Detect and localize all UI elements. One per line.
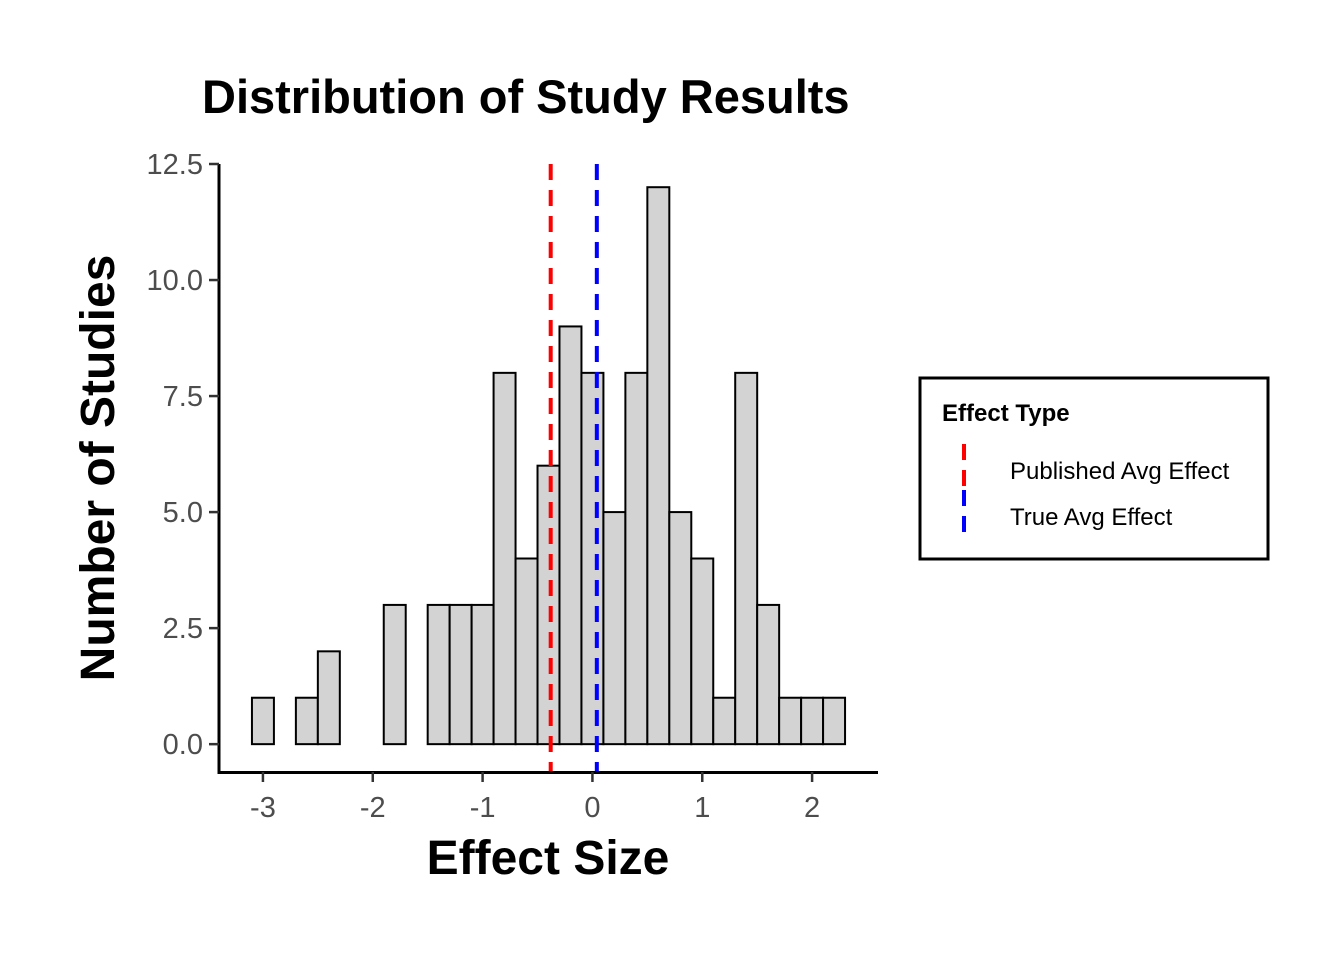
histogram-bar bbox=[646, 186, 671, 746]
histogram-bar bbox=[492, 371, 517, 746]
x-tick-label: -3 bbox=[250, 792, 276, 824]
histogram-bar bbox=[558, 325, 583, 746]
histogram-bar bbox=[778, 696, 803, 746]
legend-title: Effect Type bbox=[942, 400, 1070, 427]
histogram-bar bbox=[734, 371, 759, 746]
histogram-bar bbox=[756, 603, 781, 746]
histogram-bar bbox=[316, 650, 341, 746]
histogram-bar bbox=[470, 603, 495, 746]
histogram-bar bbox=[514, 557, 539, 746]
y-tick-label: 12.5 bbox=[147, 149, 203, 181]
histogram-bar bbox=[426, 603, 451, 746]
x-tick-label: -2 bbox=[360, 792, 386, 824]
y-tick-label: 10.0 bbox=[147, 265, 203, 297]
histogram-bar bbox=[536, 464, 561, 746]
x-tick-label: 2 bbox=[804, 792, 820, 824]
histogram-bar bbox=[382, 603, 407, 746]
y-tick-label: 2.5 bbox=[163, 613, 203, 645]
bars-group bbox=[250, 186, 847, 746]
y-tick-label: 7.5 bbox=[163, 381, 203, 413]
legend: Effect Type Published Avg Effect True Avg… bbox=[918, 376, 1270, 561]
x-tick-label: -1 bbox=[470, 792, 496, 824]
legend-label: Published Avg Effect bbox=[1010, 458, 1230, 485]
histogram-bar bbox=[580, 371, 605, 746]
y-tick-label: 0.0 bbox=[163, 729, 203, 761]
histogram-bar bbox=[712, 696, 737, 746]
histogram-bar bbox=[250, 696, 275, 746]
histogram-bar bbox=[294, 696, 319, 746]
legend-entries: Published Avg Effect True Avg Effect bbox=[962, 444, 1230, 542]
y-axis-title: Number of Studies bbox=[72, 255, 125, 682]
histogram-bar bbox=[822, 696, 847, 746]
legend-box bbox=[918, 376, 1270, 561]
y-tick-label: 5.0 bbox=[163, 497, 203, 529]
legend-label: True Avg Effect bbox=[1010, 504, 1173, 531]
histogram-bar bbox=[602, 511, 627, 746]
histogram-bar bbox=[800, 696, 825, 746]
x-tick-label: 1 bbox=[694, 792, 710, 824]
x-tick-label: 0 bbox=[584, 792, 600, 824]
chart-title: Distribution of Study Results bbox=[202, 70, 850, 123]
histogram-bar bbox=[668, 511, 693, 746]
y-ticks-group: 0.0 2.5 5.0 7.5 10.0 12.5 bbox=[147, 149, 219, 761]
reference-lines-group bbox=[548, 164, 599, 772]
histogram-bar bbox=[448, 603, 473, 746]
x-axis-title: Effect Size bbox=[427, 832, 670, 885]
histogram-bar bbox=[624, 371, 649, 746]
histogram-bar bbox=[690, 557, 715, 746]
x-ticks-group: -3 -2 -1 0 1 2 bbox=[250, 772, 820, 824]
